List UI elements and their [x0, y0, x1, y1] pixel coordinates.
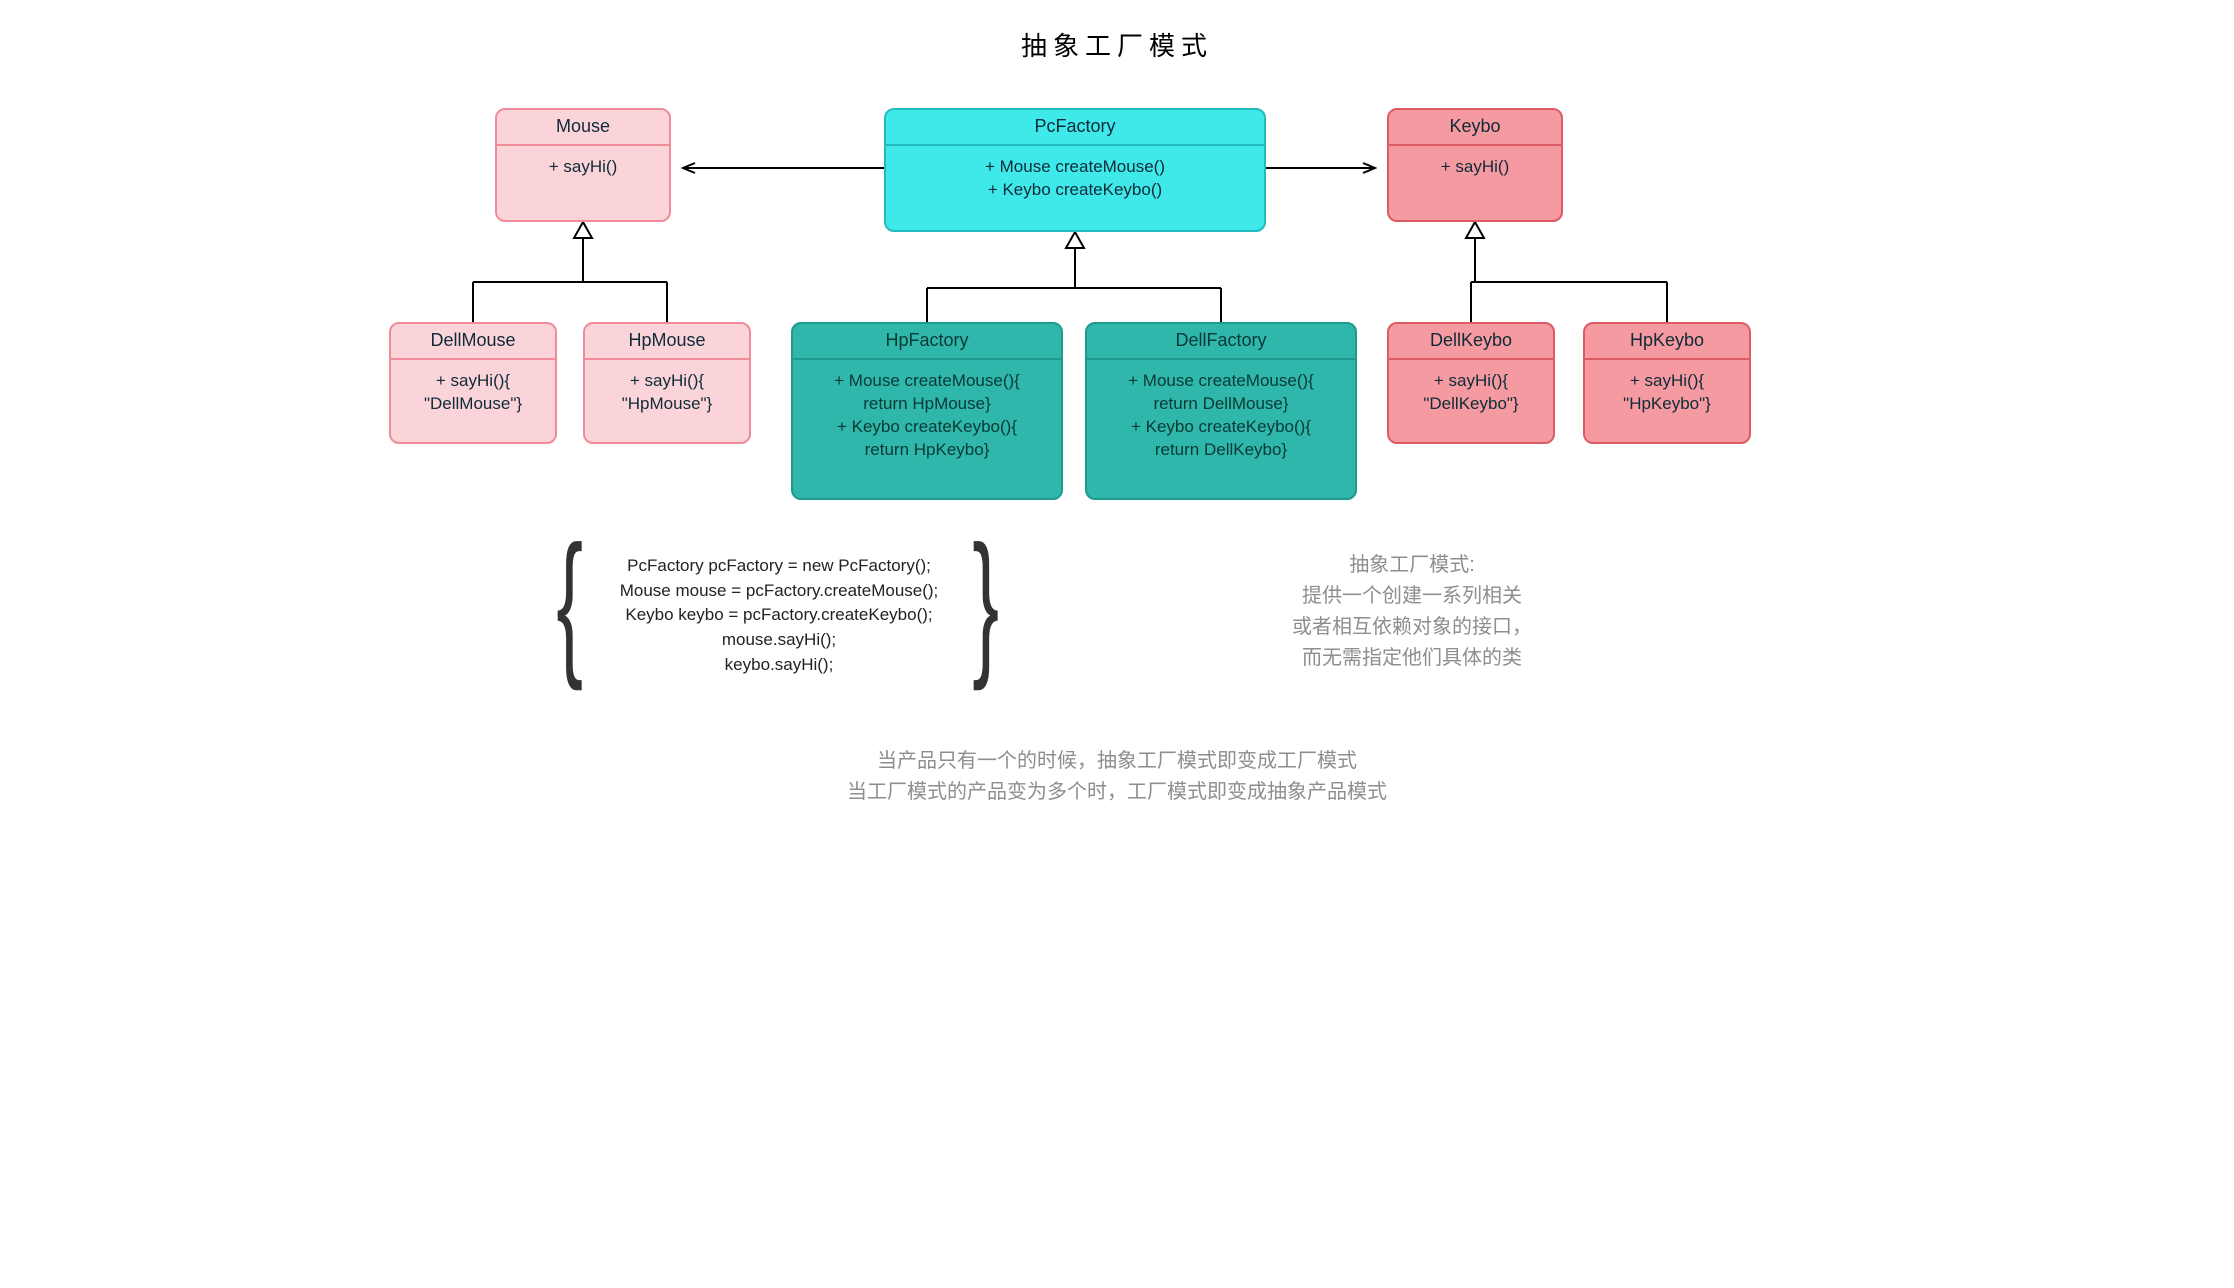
uml-box-body: + sayHi(){ "DellMouse"} [391, 360, 555, 428]
brace-right: } [972, 510, 999, 694]
uml-box-body: + sayHi(){ "HpKeybo"} [1585, 360, 1749, 428]
uml-box-dellKeybo: DellKeybo+ sayHi(){ "DellKeybo"} [1387, 322, 1555, 444]
uml-box-body: + sayHi() [497, 146, 669, 191]
uml-box-header: HpFactory [793, 324, 1061, 360]
uml-box-body: + Mouse createMouse(){ return DellMouse}… [1087, 360, 1355, 474]
sample-code: PcFactory pcFactory = new PcFactory(); M… [589, 554, 969, 677]
uml-box-header: DellFactory [1087, 324, 1355, 360]
uml-box-body: + sayHi(){ "HpMouse"} [585, 360, 749, 428]
uml-box-hpFactory: HpFactory+ Mouse createMouse(){ return H… [791, 322, 1063, 500]
uml-box-header: PcFactory [886, 110, 1264, 146]
uml-box-body: + Mouse createMouse(){ return HpMouse} +… [793, 360, 1061, 474]
brace-left: { [556, 510, 583, 694]
uml-box-hpMouse: HpMouse+ sayHi(){ "HpMouse"} [583, 322, 751, 444]
uml-box-body: + Mouse createMouse() + Keybo createKeyb… [886, 146, 1264, 214]
uml-box-body: + sayHi(){ "DellKeybo"} [1389, 360, 1553, 428]
pattern-description: 抽象工厂模式: 提供一个创建一系列相关 或者相互依赖对象的接口， 而无需指定他们… [1247, 550, 1577, 674]
uml-box-hpKeybo: HpKeybo+ sayHi(){ "HpKeybo"} [1583, 322, 1751, 444]
uml-box-keybo: Keybo+ sayHi() [1387, 108, 1563, 222]
uml-box-mouse: Mouse+ sayHi() [495, 108, 671, 222]
footer-note: 当产品只有一个的时候，抽象工厂模式即变成工厂模式 当工厂模式的产品变为多个时，工… [367, 746, 1867, 808]
uml-box-header: DellMouse [391, 324, 555, 360]
uml-box-header: Mouse [497, 110, 669, 146]
uml-box-body: + sayHi() [1389, 146, 1561, 191]
uml-box-header: HpMouse [585, 324, 749, 360]
diagram-canvas: 抽象工厂模式 Mouse+ sayHi()PcFactory+ Mouse cr… [367, 0, 1867, 870]
uml-box-pcFactory: PcFactory+ Mouse createMouse() + Keybo c… [884, 108, 1266, 232]
uml-box-header: Keybo [1389, 110, 1561, 146]
diagram-title: 抽象工厂模式 [367, 26, 1867, 63]
uml-box-header: DellKeybo [1389, 324, 1553, 360]
uml-box-dellFactory: DellFactory+ Mouse createMouse(){ return… [1085, 322, 1357, 500]
uml-box-dellMouse: DellMouse+ sayHi(){ "DellMouse"} [389, 322, 557, 444]
uml-box-header: HpKeybo [1585, 324, 1749, 360]
